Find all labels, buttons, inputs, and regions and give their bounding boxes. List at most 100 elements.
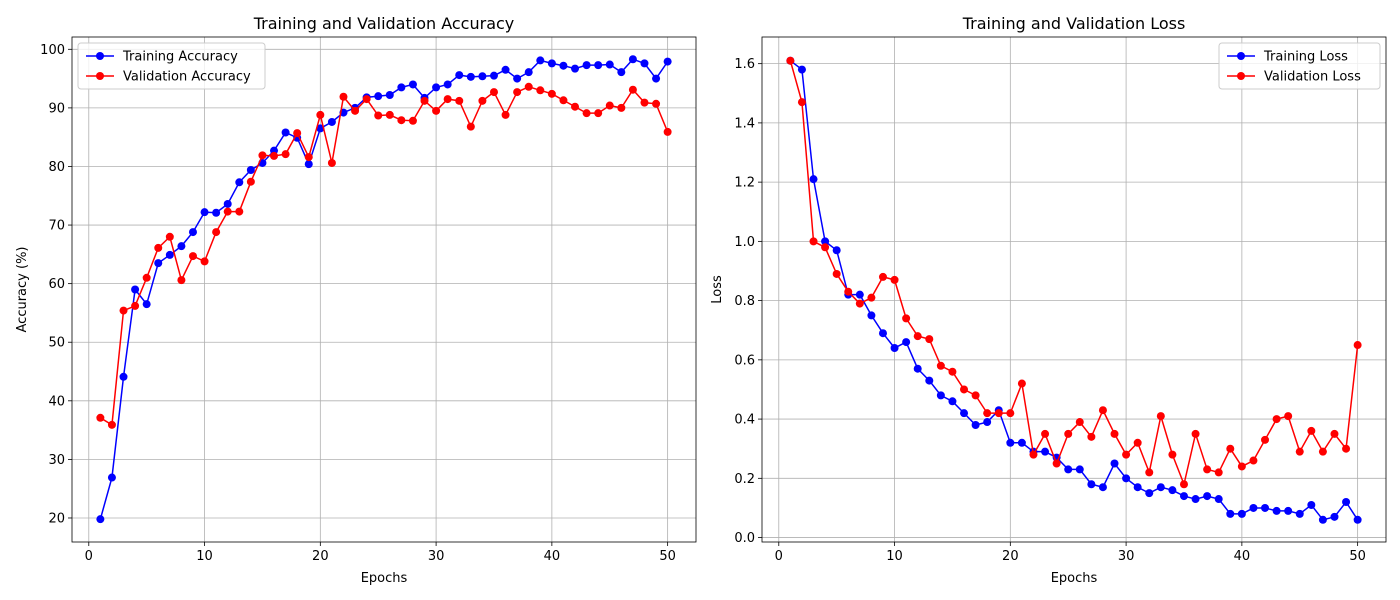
chart1-legend-swatch-marker bbox=[96, 52, 104, 60]
chart2-series-training-loss-point bbox=[1353, 515, 1362, 524]
chart2-series-training-loss-point bbox=[1307, 500, 1316, 509]
chart2-series-validation-loss-point bbox=[902, 314, 911, 323]
chart1-series-validation-accuracy-point bbox=[628, 85, 637, 94]
chart1-series-training-accuracy-point bbox=[571, 64, 580, 73]
chart1-legend: Training Accuracy Validation Accuracy bbox=[77, 42, 266, 90]
chart1-series-validation-accuracy-point bbox=[408, 116, 417, 125]
chart1-series-validation-accuracy-point bbox=[501, 110, 510, 119]
chart1-series-validation-accuracy-point bbox=[270, 151, 279, 160]
chart1-series-validation-accuracy-point bbox=[177, 276, 186, 285]
chart2-xtick-label: 0 bbox=[775, 549, 783, 564]
chart1-series-training-accuracy-point bbox=[652, 74, 661, 83]
chart1-series-training-accuracy-point bbox=[142, 300, 151, 309]
chart1-series-validation-accuracy-point bbox=[374, 111, 383, 120]
chart2-series-validation-loss-point bbox=[1168, 450, 1177, 459]
chart1-series-validation-accuracy-point bbox=[246, 177, 255, 186]
chart1-series-validation-accuracy-point bbox=[663, 127, 672, 136]
chart2-series-training-loss-point bbox=[809, 175, 818, 184]
chart2-series-validation-loss-point bbox=[1052, 459, 1061, 468]
chart1-xtick-label: 10 bbox=[196, 549, 213, 564]
chart1-ytick-label: 100 bbox=[40, 43, 65, 58]
chart2-legend-swatch-marker bbox=[1237, 52, 1245, 60]
chart1-xtick-label: 40 bbox=[544, 549, 561, 564]
chart1-series-training-accuracy-point bbox=[489, 71, 498, 80]
chart2-series-validation-loss-point bbox=[797, 98, 806, 107]
chart2-series-validation-loss-point bbox=[1226, 444, 1235, 453]
chart2-series-validation-loss-point bbox=[1017, 379, 1026, 388]
chart2-series-training-loss-point bbox=[1284, 506, 1293, 515]
chart1-series-training-accuracy-point bbox=[640, 59, 649, 68]
chart2-series-training-loss-point bbox=[1330, 512, 1339, 521]
chart1-series-validation-accuracy-point bbox=[107, 420, 116, 429]
chart1-series-training-accuracy-point bbox=[246, 165, 255, 174]
chart1-series-training-accuracy-point bbox=[455, 71, 464, 80]
chart2-series-validation-loss-point bbox=[1249, 456, 1258, 465]
chart2-series-validation-loss-point bbox=[1261, 435, 1270, 444]
chart2-xlabel: Epochs bbox=[1051, 571, 1098, 586]
chart1-series-validation-accuracy-point bbox=[420, 96, 429, 105]
chart1-series-validation-accuracy-point bbox=[652, 99, 661, 108]
chart1-xtick-label: 30 bbox=[428, 549, 445, 564]
chart1-series-validation-accuracy-point bbox=[513, 88, 522, 97]
chart1-xtick-label: 0 bbox=[85, 549, 93, 564]
chart2-series-validation-loss-point bbox=[960, 385, 969, 394]
chart1-series-training-accuracy-point bbox=[478, 72, 487, 81]
chart2-ytick-label: 0.2 bbox=[734, 472, 755, 487]
chart1-series-validation-accuracy-point bbox=[432, 106, 441, 115]
chart2-ytick-label: 0.8 bbox=[734, 294, 755, 309]
chart2-series-training-loss-point bbox=[832, 246, 841, 255]
chart2-series-training-loss-point bbox=[1249, 503, 1258, 512]
chart1-series-training-accuracy-point bbox=[235, 178, 244, 187]
chart2-series-validation-loss-point bbox=[983, 409, 992, 418]
chart1-series-training-accuracy-point bbox=[154, 259, 163, 268]
chart2-ytick-label: 0.6 bbox=[734, 353, 755, 368]
chart1-series-training-accuracy-point bbox=[188, 228, 197, 237]
chart2-series-training-loss-point bbox=[913, 364, 922, 373]
chart1-series-validation-accuracy-point bbox=[478, 96, 487, 105]
chart1-series-training-accuracy-point bbox=[628, 55, 637, 64]
chart1-series-validation-accuracy-point bbox=[154, 243, 163, 252]
chart2-series-validation-loss-point bbox=[1214, 468, 1223, 477]
chart1-series-training-accuracy-point bbox=[327, 117, 336, 126]
chart1-series-training-accuracy-point bbox=[304, 160, 313, 169]
chart2-legend-box bbox=[1218, 42, 1381, 90]
chart1-series-validation-accuracy-point bbox=[443, 95, 452, 104]
chart2-series-training-loss-point bbox=[971, 421, 980, 430]
chart2-series-validation-loss-point bbox=[890, 275, 899, 284]
chart2-series-validation-loss-point bbox=[1318, 447, 1327, 456]
chart1-series-validation-accuracy-point bbox=[466, 122, 475, 131]
chart1-series-validation-accuracy-point bbox=[582, 109, 591, 118]
chart1-series-training-accuracy-point bbox=[177, 242, 186, 251]
chart1-series-validation-accuracy-point bbox=[640, 98, 649, 107]
chart2-series-training-loss-point bbox=[1261, 503, 1270, 512]
chart1-ytick-label: 50 bbox=[48, 336, 65, 351]
chart2-series-training-loss-point bbox=[855, 290, 864, 299]
chart1-series-validation-accuracy-point bbox=[316, 110, 325, 119]
chart2-legend-label: Validation Loss bbox=[1264, 70, 1361, 85]
chart1-series-validation-accuracy-point bbox=[131, 301, 140, 310]
chart2-series-training-loss-point bbox=[797, 65, 806, 74]
chart1-series-validation-accuracy-point bbox=[351, 106, 360, 115]
chart2-series-training-loss-point bbox=[948, 397, 957, 406]
chart2-series-validation-loss-point bbox=[809, 237, 818, 246]
chart2-series-training-loss-point bbox=[821, 237, 830, 246]
chart1-series-training-accuracy-point bbox=[559, 61, 568, 70]
chart1-series-training-accuracy-point bbox=[524, 68, 533, 77]
chart2-ytick-label: 0.0 bbox=[734, 531, 755, 546]
chart1-series-validation-accuracy-point bbox=[536, 86, 545, 95]
chart2-legend-label: Training Loss bbox=[1263, 50, 1348, 65]
chart1-series-validation-accuracy-point bbox=[617, 103, 626, 112]
chart1-series-training-accuracy-point bbox=[397, 83, 406, 92]
chart2-ytick-label: 0.4 bbox=[734, 413, 755, 428]
chart2-series-training-loss-point bbox=[1179, 492, 1188, 501]
chart2-legend-swatch-marker bbox=[1237, 72, 1245, 80]
chart1-series-validation-accuracy-point bbox=[385, 110, 394, 119]
chart1-ytick-label: 40 bbox=[48, 394, 65, 409]
chart1-series-validation-accuracy-point bbox=[258, 151, 267, 160]
chart1-series-validation-accuracy-point bbox=[188, 252, 197, 261]
chart2-series-validation-loss-point bbox=[1284, 412, 1293, 421]
chart2-series-validation-loss-point bbox=[1295, 447, 1304, 456]
chart1-series-validation-accuracy-point bbox=[142, 273, 151, 282]
chart2-series-training-loss-point bbox=[1122, 474, 1131, 483]
chart1-series-training-accuracy-point bbox=[594, 61, 603, 70]
